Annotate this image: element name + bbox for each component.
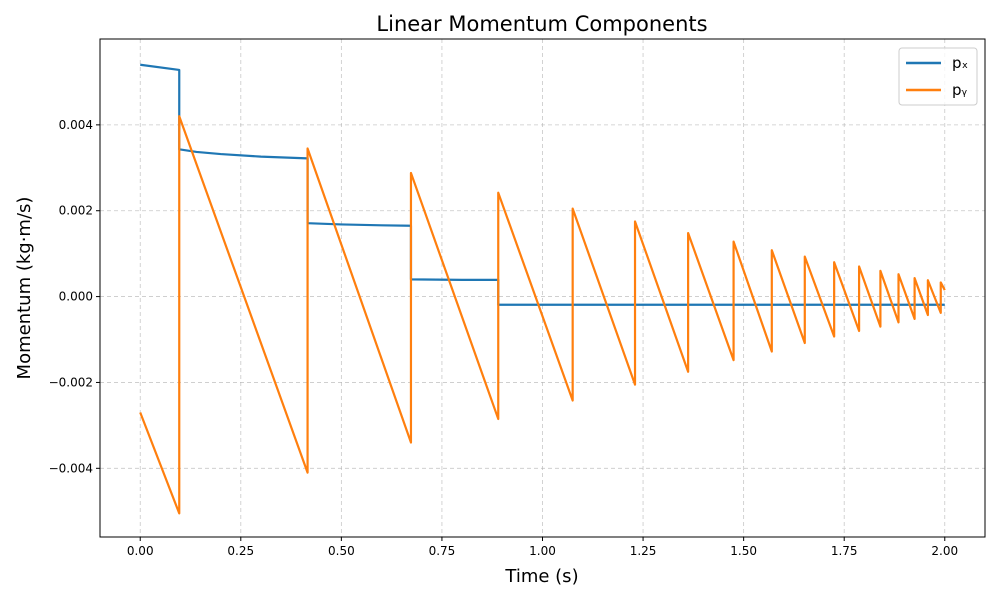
x-tick-label: 0.25: [227, 544, 254, 558]
x-tick-label: 1.25: [630, 544, 657, 558]
y-tick-label: −0.002: [49, 375, 93, 389]
x-tick-label: 0.75: [429, 544, 456, 558]
legend-label-py: pᵧ: [952, 81, 968, 99]
legend: pₓ pᵧ: [898, 47, 978, 106]
x-tick-label: 0.00: [127, 544, 154, 558]
grid: [100, 39, 985, 537]
y-tick-label: −0.004: [49, 461, 93, 475]
x-tick-label: 0.50: [328, 544, 355, 558]
y-axis-label: Momentum (kg·m/s): [14, 197, 35, 380]
y-tick-label: 0.004: [59, 118, 93, 132]
chart-title: Linear Momentum Components: [376, 12, 707, 36]
y-tick-label: 0.000: [59, 290, 93, 304]
series-group: [139, 63, 946, 515]
y-axis-ticks: −0.004 −0.002 0.000 0.002 0.004: [49, 118, 100, 475]
py-series-line: [139, 115, 946, 515]
x-tick-label: 2.00: [931, 544, 958, 558]
x-tick-label: 1.00: [529, 544, 556, 558]
x-axis-label: Time (s): [504, 566, 578, 587]
x-axis-ticks: 0.00 0.25 0.50 0.75 1.00 1.25 1.50 1.75 2.00: [127, 537, 958, 558]
px-series-line: [140, 63, 945, 306]
x-tick-label: 1.75: [831, 544, 858, 558]
y-tick-label: 0.002: [59, 204, 93, 218]
x-tick-label: 1.50: [730, 544, 757, 558]
legend-label-px: pₓ: [952, 54, 968, 72]
